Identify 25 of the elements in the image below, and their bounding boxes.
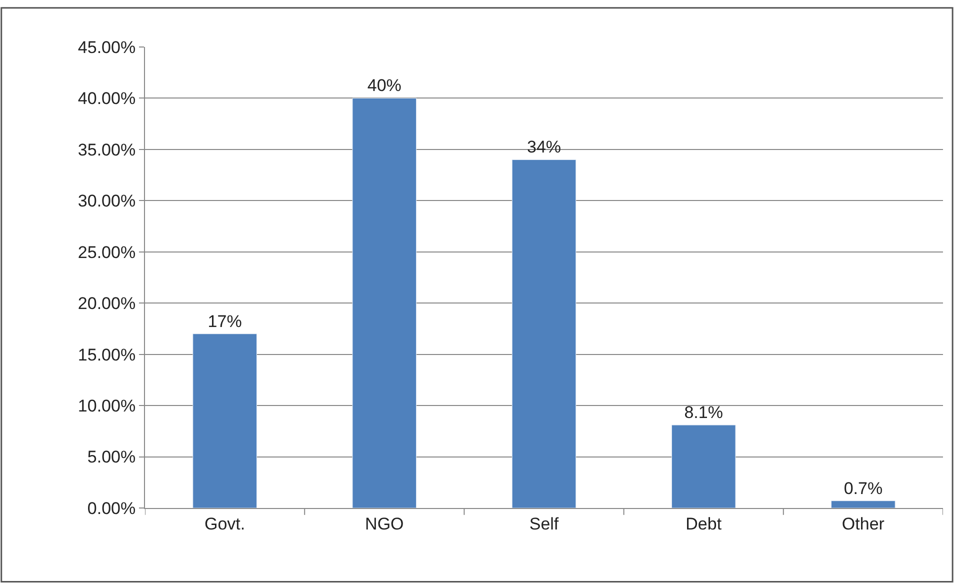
x-tick-label: Self — [529, 514, 559, 534]
bar — [671, 424, 736, 508]
y-tick-label: 10.00% — [78, 396, 136, 416]
y-tick-label: 25.00% — [78, 242, 136, 262]
y-tick-label: 15.00% — [78, 345, 136, 364]
bar — [512, 159, 576, 508]
x-tick-label: NGO — [365, 514, 404, 534]
x-tick-label: Govt. — [204, 514, 246, 534]
y-tick-label: 20.00% — [78, 294, 136, 314]
data-label: 17% — [208, 312, 242, 331]
y-tick-label: 45.00% — [78, 38, 136, 57]
data-label: 40% — [367, 76, 402, 96]
y-tick-label: 5.00% — [87, 448, 136, 467]
data-label: 0.7% — [844, 478, 883, 498]
bar — [831, 500, 896, 508]
data-label: 8.1% — [684, 403, 723, 422]
y-tick-label: 35.00% — [78, 140, 136, 160]
y-tick-label: 40.00% — [78, 89, 136, 108]
bar — [352, 98, 417, 508]
y-tick-label: 30.00% — [78, 192, 136, 211]
y-tick-label: 0.00% — [87, 498, 136, 518]
x-tick-label: Other — [842, 514, 885, 534]
bar — [192, 334, 257, 508]
x-tick-label: Debt — [686, 514, 722, 534]
data-label: 34% — [526, 138, 562, 157]
